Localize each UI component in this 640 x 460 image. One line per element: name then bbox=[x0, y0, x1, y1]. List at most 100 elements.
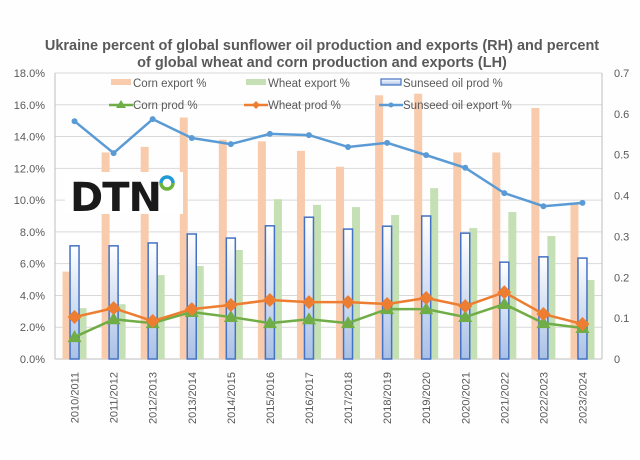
chart-title-line-2: of global wheat and corn production and … bbox=[137, 55, 507, 71]
sunseed-oil-export-point bbox=[227, 141, 234, 148]
legend-swatch bbox=[246, 79, 266, 85]
legend-item: Wheat prod % bbox=[244, 100, 341, 112]
left-tick-label: 4.0% bbox=[20, 290, 45, 302]
wheat-prod-point bbox=[341, 295, 356, 310]
sunseed-oil-export-line bbox=[73, 117, 583, 208]
wheat-prod-point bbox=[67, 310, 82, 325]
wheat-prod-point bbox=[262, 293, 277, 308]
bar-wheat-export bbox=[430, 188, 439, 359]
sunseed-oil-export-point bbox=[188, 134, 195, 141]
wheat-prod-point bbox=[458, 299, 473, 314]
corn-prod-point bbox=[67, 330, 82, 343]
legend-swatch bbox=[111, 79, 131, 85]
sunseed-oil-export-point bbox=[345, 143, 352, 150]
legend-item: Sunseed oil export % bbox=[379, 100, 512, 112]
right-tick-label: 0.7 bbox=[614, 68, 629, 80]
bar-corn-export bbox=[179, 117, 188, 359]
left-tick-label: 0.0% bbox=[20, 354, 45, 366]
x-axis-labels: 2010/2011 2011/2012 2012/2013 2013/2014 2014… bbox=[70, 372, 590, 424]
chart-title-line-1: Ukraine percent of global sunflower oil … bbox=[45, 38, 599, 54]
wheat-prod-point bbox=[419, 290, 434, 305]
x-tick-label: 2020/2021 bbox=[460, 372, 472, 424]
bar-wheat-export bbox=[586, 280, 595, 359]
corn-prod-point bbox=[536, 316, 551, 329]
legend-label: Sunseed oil export % bbox=[403, 100, 512, 112]
legend: Corn export % Wheat export % Sunseed oil p… bbox=[109, 78, 512, 112]
corn-prod-point bbox=[262, 316, 277, 329]
bar-wheat-export bbox=[469, 228, 478, 359]
bar-wheat-export bbox=[352, 207, 361, 359]
bar-corn-export bbox=[531, 107, 540, 359]
bar-corn-export bbox=[336, 166, 345, 359]
bar-sunseed-oil-prod bbox=[303, 216, 315, 360]
x-tick-label: 2011/2012 bbox=[109, 372, 121, 423]
x-tick-label: 2013/2014 bbox=[187, 372, 199, 424]
wheat-prod-point bbox=[145, 314, 160, 329]
sunseed-oil-export-point bbox=[462, 164, 469, 171]
bar-sunseed-oil-prod bbox=[264, 225, 276, 360]
legend-swatch bbox=[380, 78, 402, 86]
bar-corn-export bbox=[101, 152, 110, 359]
bar-wheat-export bbox=[312, 204, 321, 359]
bar-sunseed-oil-prod bbox=[381, 225, 393, 360]
x-tick-label: 2021/2022 bbox=[499, 372, 511, 424]
legend-item: Corn export % bbox=[111, 78, 207, 90]
bar-corn-export bbox=[62, 271, 71, 359]
x-tick-label: 2019/2020 bbox=[421, 372, 433, 424]
left-tick-label: 10.0% bbox=[14, 195, 45, 207]
bar-corn-export bbox=[414, 93, 423, 360]
right-tick-label: 0.3 bbox=[614, 231, 629, 243]
wheat-prod-point bbox=[184, 302, 199, 317]
bar-corn-export bbox=[453, 152, 462, 359]
logo-ring-icon bbox=[159, 175, 175, 191]
x-tick-label: 2015/2016 bbox=[265, 372, 277, 424]
sunseed-oil-export-point bbox=[110, 150, 117, 157]
bar-sunseed-oil-prod bbox=[577, 257, 588, 360]
bar-wheat-export bbox=[391, 215, 400, 359]
sunseed-oil-export-point bbox=[149, 116, 156, 123]
sunseed-oil-export-point bbox=[384, 139, 391, 146]
bar-wheat-export bbox=[117, 304, 126, 359]
right-tick-label: 0.6 bbox=[614, 109, 629, 121]
left-tick-label: 18.0% bbox=[14, 68, 45, 80]
legend-label: Sunseed oil prod % bbox=[403, 78, 503, 90]
dtn-logo: DTN bbox=[65, 172, 183, 221]
corn-prod-point bbox=[301, 312, 316, 325]
bar-wheat-export bbox=[156, 275, 165, 359]
right-tick-label: 0 bbox=[614, 354, 620, 366]
corn-prod-point bbox=[419, 302, 434, 315]
corn-prod-point bbox=[341, 316, 356, 329]
left-axis: 0.0% 2.0% 4.0% 6.0% 8.0% 10.0% 12.0% 14.0% 16.0%… bbox=[14, 68, 45, 366]
bar-sunseed-oil-prod bbox=[420, 215, 432, 360]
left-tick-label: 12.0% bbox=[14, 163, 45, 175]
wheat-prod-point bbox=[536, 307, 551, 322]
sunseed-oil-export-point bbox=[423, 152, 430, 159]
bar-sunseed-oil-prod bbox=[460, 232, 471, 360]
bar-corn-export bbox=[296, 150, 305, 359]
left-tick-label: 14.0% bbox=[14, 132, 45, 144]
bar-corn-export bbox=[570, 204, 579, 359]
x-tick-label: 2010/2011 bbox=[70, 372, 82, 423]
legend-item: Wheat export % bbox=[246, 78, 350, 90]
lines bbox=[67, 116, 590, 343]
bar-corn-export bbox=[140, 146, 149, 359]
bar-sunseed-oil-prod bbox=[186, 233, 197, 360]
legend-marker bbox=[252, 101, 260, 109]
bar-sunseed-oil-prod bbox=[147, 242, 158, 360]
sunseed-oil-export-point bbox=[540, 203, 547, 210]
right-axis: 0 0.1 0.2 0.3 0.4 0.5 0.6 0.7 bbox=[614, 68, 629, 366]
sunseed-oil-export-point bbox=[266, 130, 273, 137]
legend-item: Sunseed oil prod % bbox=[380, 78, 503, 90]
legend-label: Wheat export % bbox=[268, 78, 350, 90]
x-tick-label: 2017/2018 bbox=[343, 372, 355, 424]
bar-sunseed-oil-prod bbox=[342, 228, 354, 360]
bar-wheat-export bbox=[547, 236, 556, 359]
bar-corn-export bbox=[257, 141, 266, 359]
left-tick-label: 8.0% bbox=[20, 227, 45, 239]
corn-prod-point bbox=[497, 297, 512, 310]
x-tick-label: 2014/2015 bbox=[226, 372, 238, 424]
wheat-prod-point bbox=[497, 285, 512, 300]
bar-sunseed-oil-prod bbox=[499, 261, 510, 360]
sunseed-oil-export-point bbox=[579, 199, 586, 206]
bar-sunseed-oil-prod bbox=[69, 245, 80, 360]
